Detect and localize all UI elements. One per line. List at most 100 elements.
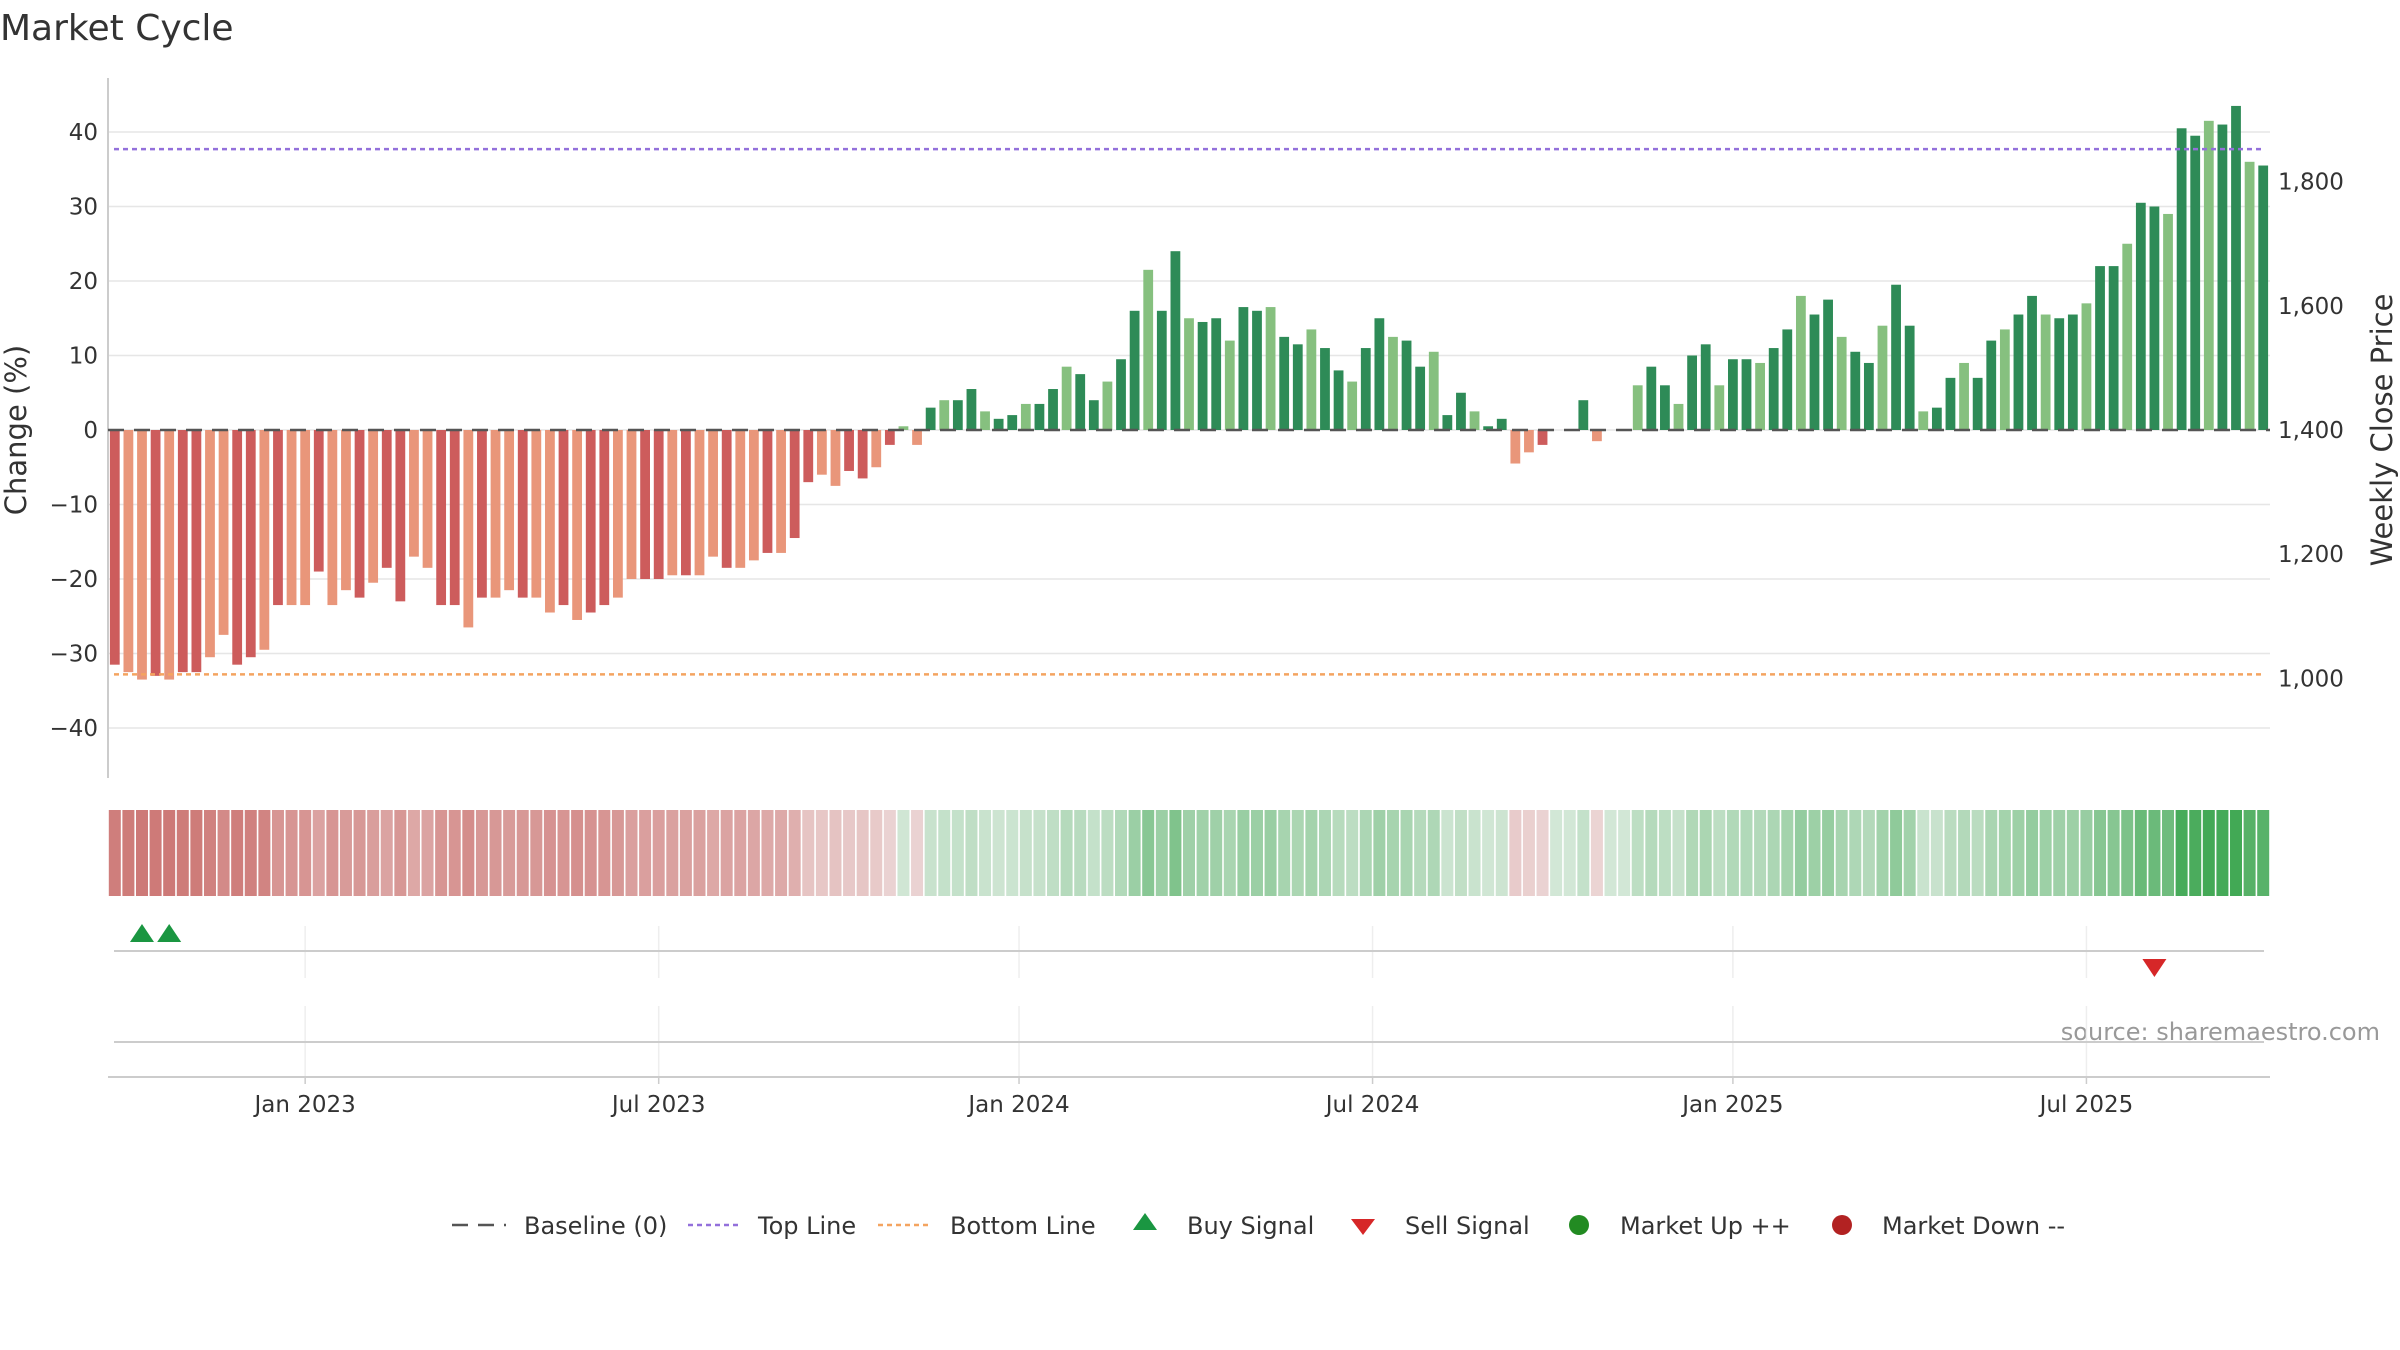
bar — [1768, 348, 1779, 430]
legend: Baseline (0) Top Line Bottom Line Buy Signa… — [452, 1212, 2065, 1240]
buy-signal-marker — [129, 924, 154, 942]
bar — [381, 430, 392, 568]
heat-cell — [1318, 810, 1331, 896]
bar — [1483, 426, 1494, 430]
bar — [803, 430, 814, 483]
bar — [830, 430, 841, 486]
bar — [218, 430, 229, 635]
bar — [2231, 105, 2241, 431]
heat-cell — [1006, 810, 1019, 896]
heat-cell — [1808, 810, 1821, 896]
bar — [884, 430, 895, 445]
heat-cell — [693, 810, 706, 896]
bar — [1252, 310, 1262, 430]
y-axis-title: Change (%) — [0, 345, 33, 515]
heat-cell — [163, 810, 176, 896]
heat-cell — [1373, 810, 1386, 896]
heat-cell — [2162, 810, 2175, 896]
heat-cell — [802, 810, 815, 896]
heat-cell — [2148, 810, 2161, 896]
bar — [1075, 374, 1086, 430]
y-tick-label: −10 — [49, 493, 98, 519]
heat-cell — [1536, 810, 1549, 896]
legend-label: Buy Signal — [1187, 1212, 1314, 1240]
bar — [1700, 344, 1711, 430]
bar — [2244, 161, 2255, 431]
bar — [368, 430, 379, 583]
heat-cell — [1169, 810, 1182, 896]
bar — [2040, 314, 2051, 430]
heat-cell — [815, 810, 828, 896]
legend-label: Sell Signal — [1405, 1212, 1530, 1240]
legend-label: Bottom Line — [950, 1212, 1096, 1240]
bar — [1632, 385, 1643, 430]
bar — [1646, 366, 1657, 430]
heat-cell — [1074, 810, 1087, 896]
heat-cell — [883, 810, 896, 896]
heat-cell — [1427, 810, 1440, 896]
bar — [1863, 362, 1874, 430]
heat-cell — [938, 810, 951, 896]
heat-cell — [1794, 810, 1807, 896]
heat-cell — [1278, 810, 1291, 896]
bar — [2149, 206, 2160, 430]
bar — [1728, 359, 1738, 430]
heat-cell — [1210, 810, 1223, 896]
bar — [395, 430, 406, 602]
heat-cell — [2175, 810, 2188, 896]
bar — [177, 430, 188, 673]
legend-market-down-icon — [1832, 1215, 1852, 1235]
heat-cell — [258, 810, 271, 896]
bar — [599, 430, 610, 606]
heat-cell — [720, 810, 733, 896]
bar — [1333, 370, 1344, 430]
bar — [2258, 165, 2269, 430]
heat-cell — [1713, 810, 1726, 896]
heat-cell — [1767, 810, 1780, 896]
heat-cell — [1686, 810, 1699, 896]
heat-cell — [1998, 810, 2011, 896]
heat-cell — [788, 810, 801, 896]
heat-cell — [1726, 810, 1739, 896]
bar — [341, 430, 351, 591]
heat-cell — [557, 810, 570, 896]
bar — [1129, 310, 1140, 430]
heat-cell — [1482, 810, 1495, 896]
bar — [1755, 362, 1765, 430]
tick-labels: 40 30 20 10 0 −10 −20 −30 −40 1,800 1,600 1,400 1,20… — [49, 120, 2343, 1118]
y-tick-label: 10 — [69, 344, 98, 370]
heat-cell — [244, 810, 257, 896]
bar — [1510, 430, 1521, 464]
bar — [531, 430, 542, 598]
bar — [409, 430, 419, 557]
heat-cell — [1087, 810, 1100, 896]
heat-cell — [598, 810, 611, 896]
buy-signal-marker — [157, 924, 182, 942]
heat-cell — [2121, 810, 2134, 896]
heat-cell — [543, 810, 556, 896]
bar — [952, 400, 963, 430]
bar — [912, 430, 922, 445]
heat-cell — [1019, 810, 1032, 896]
heat-cell — [1237, 810, 1250, 896]
bar — [1714, 385, 1725, 430]
heat-cell — [203, 810, 216, 896]
legend-label: Market Down -- — [1882, 1212, 2065, 1240]
heat-cell — [843, 810, 856, 896]
heat-cell — [761, 810, 774, 896]
bar — [245, 430, 256, 658]
y-tick-label: 20 — [69, 269, 98, 295]
bar — [422, 430, 433, 568]
heat-cell — [856, 810, 869, 896]
bar — [613, 430, 623, 598]
heat-cell — [421, 810, 434, 896]
bar — [137, 430, 147, 680]
heat-cell — [625, 810, 638, 896]
bar — [1660, 385, 1670, 430]
heat-cell — [1550, 810, 1563, 896]
heat-cell — [367, 810, 380, 896]
heat-cell — [1604, 810, 1617, 896]
bar — [545, 430, 555, 613]
bar — [939, 400, 950, 430]
bar — [1102, 381, 1113, 430]
